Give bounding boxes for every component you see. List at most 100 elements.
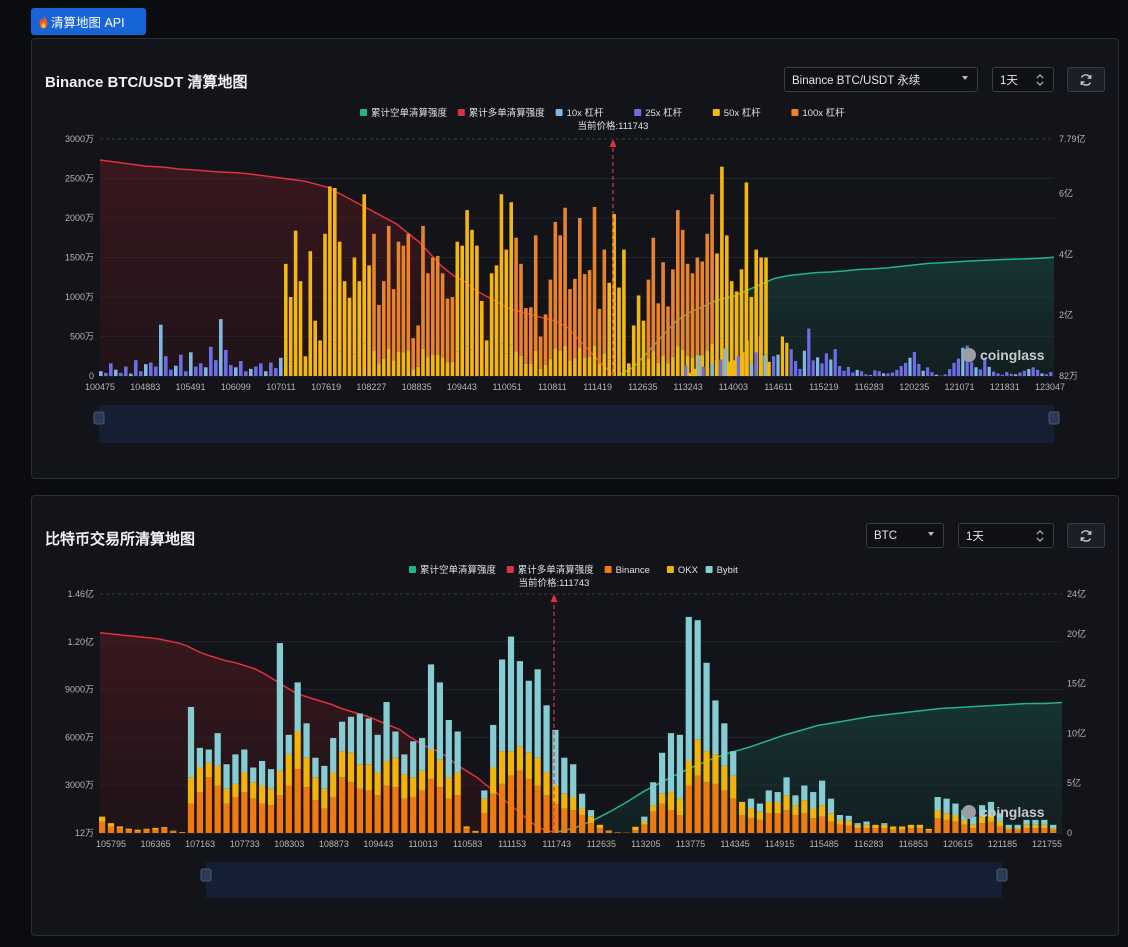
bar-binance (934, 818, 941, 833)
bar-okx (107, 823, 115, 827)
bar-50x (627, 373, 631, 376)
bar-okx (970, 824, 977, 829)
zoom-handle-left[interactable] (200, 868, 212, 882)
bar-100x (548, 279, 553, 359)
bar-binance (187, 803, 195, 833)
bar-okx (161, 827, 168, 829)
bar-25x (917, 363, 921, 376)
bar-50x (382, 358, 386, 376)
bar-50x (470, 349, 474, 376)
bar-50x (732, 360, 736, 376)
bar-10x (723, 348, 727, 376)
time-range-select[interactable]: 1天 (992, 67, 1054, 92)
bar-50x (627, 363, 631, 374)
y-right-tick-label: 4亿 (1059, 248, 1073, 259)
bar-binance (641, 824, 648, 833)
bar-50x (298, 358, 303, 376)
legend-label: OKX (678, 565, 699, 576)
zoom-handle-left[interactable] (93, 411, 105, 425)
zoom-handle-right[interactable] (996, 868, 1008, 882)
bar-binance (543, 795, 550, 833)
bar-50x (480, 362, 484, 376)
bar-25x (124, 366, 128, 376)
bar-100x (401, 245, 406, 353)
bar-100x (563, 207, 567, 346)
bar-50x (720, 338, 724, 376)
bar-50x (631, 366, 636, 376)
bar-50x (729, 358, 734, 376)
y-left-tick-label: 0 (89, 371, 94, 381)
legend-label: 25x 杠杆 (645, 107, 682, 119)
bar-25x (912, 352, 916, 376)
bar-binance (125, 830, 132, 833)
bar-binance (472, 831, 479, 833)
bar-binance (294, 769, 301, 833)
bar-25x (1031, 367, 1035, 376)
bar-50x (666, 363, 670, 376)
bar-50x (685, 355, 690, 376)
bar-50x (767, 361, 771, 376)
time-range-select[interactable]: 1天 (958, 523, 1054, 548)
bar-50x (533, 350, 538, 376)
bar-bybit (1005, 824, 1012, 829)
y-right-tick-label: 2亿 (1059, 309, 1073, 320)
bar-25x (1036, 369, 1040, 376)
bar-50x (465, 210, 469, 347)
zoom-slider-range[interactable] (206, 862, 1002, 898)
bar-10x (816, 357, 820, 376)
legend-item: Binance (604, 565, 650, 576)
bar-25x (719, 359, 723, 376)
current-price-arrow (550, 594, 558, 602)
bar-50x (333, 342, 337, 376)
bar-50x (602, 353, 607, 376)
bar-25x (877, 371, 881, 376)
bar-okx (205, 762, 212, 778)
bar-bybit (792, 795, 799, 806)
bar-50x (465, 346, 469, 376)
bar-okx (712, 754, 719, 784)
coinglass-watermark: coinglass (962, 804, 1045, 820)
bar-binance (614, 832, 621, 833)
zoom-slider-range[interactable] (99, 405, 1054, 443)
bar-25x (789, 349, 793, 376)
zoom-slider[interactable] (93, 405, 1060, 443)
bar-binance (756, 819, 763, 833)
bar-25x (846, 366, 850, 376)
bar-25x (169, 369, 173, 376)
bar-50x (475, 352, 479, 376)
bar-10x (234, 367, 238, 376)
bar-binance (899, 829, 906, 833)
bar-100x (671, 269, 675, 357)
bar-25x (833, 349, 837, 376)
refresh-button[interactable] (1067, 523, 1105, 548)
liquidation-map-api-button[interactable]: 清算地图 API (31, 8, 146, 35)
bar-okx (267, 788, 275, 806)
bar-okx (570, 796, 577, 811)
pair-select[interactable]: Binance BTC/USDT 永续 (784, 67, 978, 92)
bar-bybit (712, 700, 719, 755)
refresh-button[interactable] (1067, 67, 1105, 92)
bar-50x (509, 202, 513, 345)
bar-binance (179, 832, 186, 833)
bar-bybit (827, 798, 835, 814)
bar-25x (224, 349, 228, 376)
legend-item: Bybit (705, 565, 738, 576)
bar-50x (529, 363, 533, 376)
y-left-tick-label: 9000万 (65, 685, 94, 695)
bar-okx (454, 772, 461, 796)
bar-50x (553, 348, 558, 376)
bar-50x (607, 359, 611, 376)
bar-25x (890, 372, 894, 376)
bar-okx (863, 824, 870, 829)
bar-binance (534, 785, 541, 833)
bar-binance (161, 828, 168, 833)
bar-okx (952, 814, 959, 822)
zoom-slider[interactable] (200, 862, 1008, 898)
zoom-handle-right[interactable] (1048, 411, 1060, 425)
bar-okx (543, 772, 550, 796)
legend-label: Bybit (717, 565, 738, 576)
bar-binance (267, 805, 275, 833)
bar-binance (507, 775, 515, 833)
coin-select[interactable]: BTC (866, 523, 944, 548)
bar-50x (612, 346, 616, 376)
